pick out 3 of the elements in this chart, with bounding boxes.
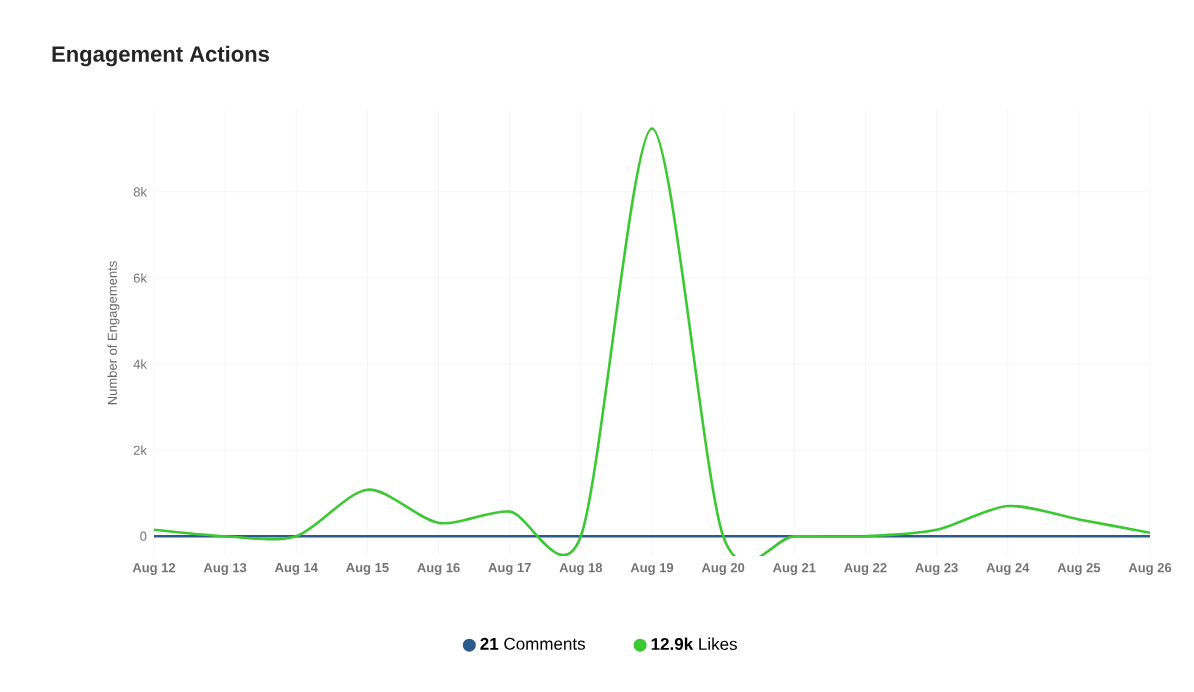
chart-title: Engagement Actions (52, 45, 269, 67)
legend-label: 21 Comments (480, 637, 585, 650)
legend-label: 12.9k Likes (651, 637, 737, 651)
